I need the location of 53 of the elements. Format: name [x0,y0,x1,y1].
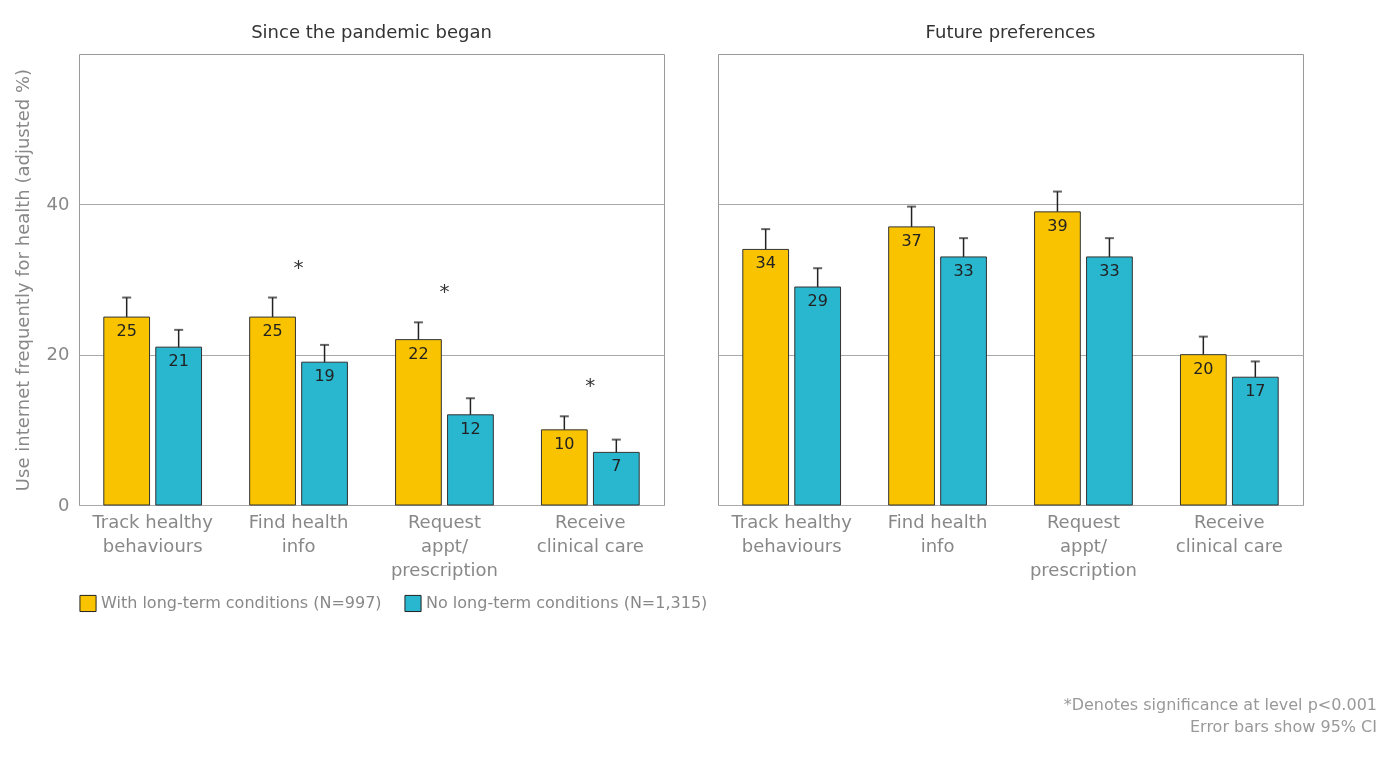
bar [395,339,442,506]
bar [794,286,842,506]
bar [540,429,588,506]
bar [592,451,640,506]
data-label: 7 [611,456,622,476]
data-label: 37 [901,230,922,250]
y-axis-title: Use internet frequently for health (adjusted %) [11,68,33,492]
chart-title: Since the pandemic began [251,21,492,42]
annotation: * [585,373,596,398]
data-label: 21 [168,351,189,371]
bar [447,414,494,506]
x-tick-label: Request appt/ prescription [390,510,498,580]
bar [249,316,296,506]
data-label: 19 [314,366,335,386]
bar [1231,376,1279,506]
data-label: 34 [755,253,776,273]
bar [1086,256,1133,506]
bar [1179,354,1227,506]
chart-title: Future preferences [925,21,1096,42]
bar [742,248,790,506]
data-label: 39 [1047,215,1068,235]
data-label: 12 [460,418,481,438]
bar [103,316,151,506]
bar [155,346,203,506]
x-tick-label: Find health info [887,510,988,556]
data-label: 33 [953,260,974,280]
data-label: 33 [1099,260,1120,280]
y-tick-label: 0 [58,493,70,515]
bar [940,256,987,506]
bar [1034,211,1081,506]
x-tick-label: Receive clinical care [536,510,644,556]
annotation: * [293,254,304,279]
data-label: 25 [262,321,283,341]
x-tick-label: Find health info [248,510,349,556]
data-label: 25 [116,321,137,341]
text: *Denotes significance at level p<0.001 [1063,694,1377,716]
text: Error bars show 95% CI [1188,716,1377,738]
x-tick-label: Track healthy behaviours [730,510,853,556]
annotation: * [439,279,450,304]
data-label: 20 [1193,358,1214,378]
data-label: 29 [807,291,828,311]
legend-label: No long-term conditions (N=1,315) [426,593,708,613]
y-tick-label: 40 [46,192,70,214]
bar [301,361,348,506]
x-tick-label: Track healthy behaviours [91,510,214,556]
x-tick-label: Receive clinical care [1175,510,1283,556]
data-label: 22 [408,343,429,363]
data-label: 10 [554,433,575,453]
bar [888,226,935,506]
y-tick-label: 20 [46,343,70,365]
data-label: 17 [1245,381,1266,401]
legend-label: With long-term conditions (N=997) [101,593,382,613]
x-tick-label: Request appt/ prescription [1029,510,1137,580]
